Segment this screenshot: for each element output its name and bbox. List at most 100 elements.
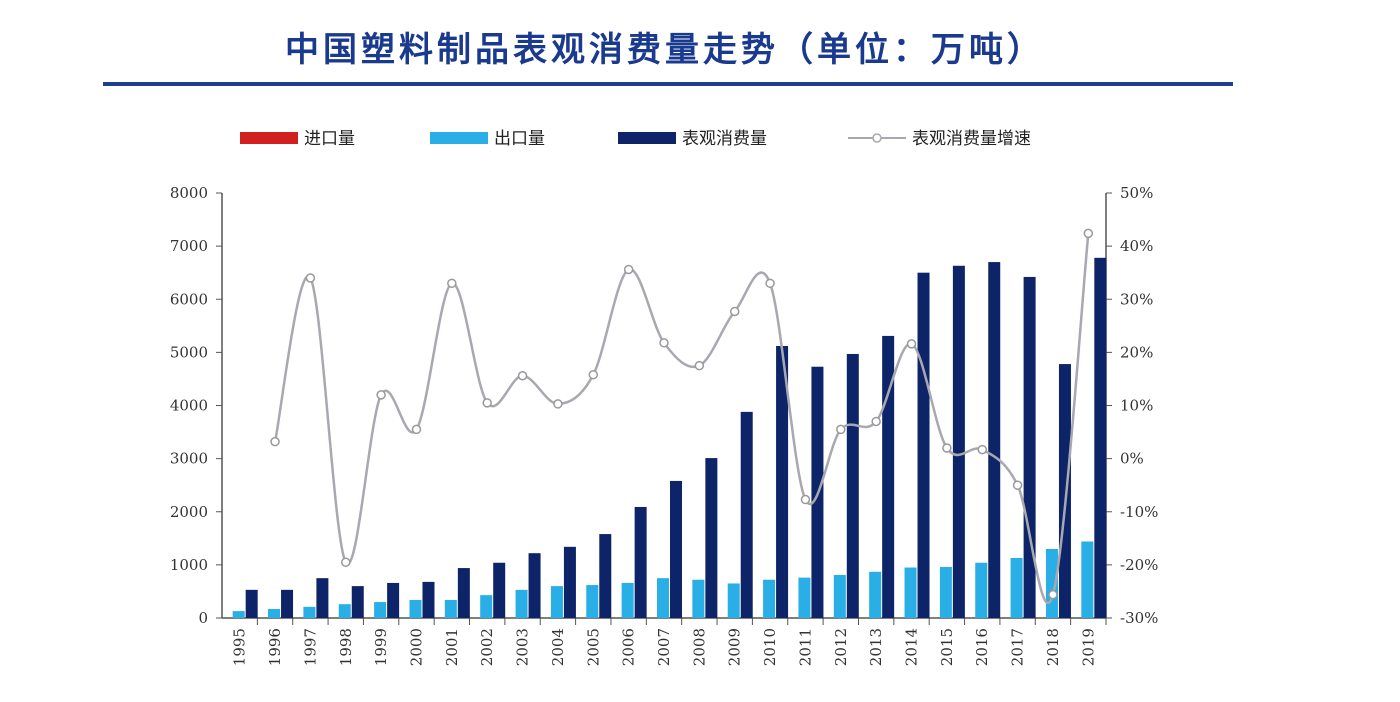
- y2-tick-label: -20%: [1120, 556, 1158, 574]
- bar-export-2017: [1010, 557, 1023, 618]
- growth-line: [273, 233, 1090, 605]
- y2-tick-label: -10%: [1120, 503, 1158, 521]
- x-tick-label: 1997: [301, 628, 319, 666]
- x-tick-label: 1998: [337, 628, 355, 666]
- growth-point-1999: [376, 390, 386, 400]
- legend-swatch-0: [240, 132, 298, 144]
- legend-swatch-1: [430, 132, 488, 144]
- x-tick-label: 2004: [549, 628, 567, 666]
- bar-export-1996: [268, 608, 281, 618]
- growth-point-2006: [623, 264, 634, 275]
- bar-consumption-2017: [1023, 276, 1036, 618]
- bar-export-2007: [657, 578, 669, 618]
- bar-consumption-1995: [245, 589, 258, 618]
- y-tick-label: 1000: [170, 556, 208, 574]
- x-tick-label: 2010: [761, 628, 779, 666]
- bar-export-1997: [303, 606, 316, 618]
- x-tick-label: 2018: [1044, 628, 1062, 666]
- growth-point-2014: [906, 339, 917, 349]
- growth-point-2012: [836, 424, 846, 435]
- legend-label-2: 表观消费量: [682, 129, 767, 149]
- growth-point-2015: [942, 443, 952, 453]
- bar-consumption-2003: [528, 553, 541, 618]
- y-tick-label: 5000: [170, 343, 208, 361]
- growth-point-2001: [447, 278, 457, 289]
- growth-point-2013: [871, 416, 881, 427]
- bar-consumption-2000: [422, 581, 435, 618]
- bar-export-2001: [444, 599, 457, 618]
- bar-consumption-2002: [493, 562, 506, 618]
- growth-point-2018: [1048, 589, 1058, 600]
- growth-point-2000: [411, 424, 422, 435]
- bar-export-2006: [621, 582, 634, 618]
- bar-consumption-1996: [281, 589, 294, 618]
- bar-consumption-1999: [387, 582, 400, 618]
- bar-consumption-2009: [740, 411, 753, 618]
- y-tick-label: 7000: [170, 237, 208, 255]
- x-tick-label: 2007: [655, 628, 673, 666]
- x-tick-label: 2000: [407, 628, 425, 666]
- bar-export-2003: [515, 589, 528, 618]
- bar-export-2005: [586, 585, 599, 618]
- bar-export-1999: [374, 602, 387, 618]
- bar-consumption-2001: [457, 568, 470, 618]
- chart-title: 中国塑料制品表观消费量走势（单位：万吨）: [285, 30, 1045, 70]
- x-tick-label: 1999: [372, 628, 390, 666]
- bar-consumption-2010: [776, 346, 789, 618]
- x-tick-label: 1995: [231, 628, 249, 666]
- bar-consumption-2016: [988, 262, 1001, 618]
- growth-point-2007: [659, 338, 669, 348]
- y2-tick-label: 40%: [1120, 237, 1153, 255]
- x-tick-label: 2013: [867, 628, 885, 666]
- legend-label-0: 进口量: [304, 129, 355, 149]
- growth-point-2010: [765, 278, 775, 289]
- x-tick-label: 2008: [690, 628, 708, 666]
- y2-tick-label: 0%: [1120, 450, 1144, 468]
- x-tick-label: 2016: [973, 628, 991, 666]
- legend-label-1: 出口量: [494, 129, 545, 149]
- growth-point-2016: [977, 444, 987, 455]
- title-divider: [103, 82, 1233, 86]
- x-tick-label: 2011: [796, 628, 814, 666]
- growth-point-1998: [341, 557, 351, 567]
- legend-marker: [872, 133, 882, 143]
- bar-consumption-2015: [952, 265, 965, 618]
- bar-export-2019: [1081, 541, 1094, 618]
- legend-label-3: 表观消费量增速: [912, 129, 1031, 149]
- x-tick-label: 2005: [584, 628, 602, 666]
- bar-export-2012: [833, 574, 846, 618]
- growth-point-2011: [800, 494, 811, 505]
- bar-export-1995: [232, 611, 245, 618]
- x-tick-label: 2009: [726, 628, 744, 666]
- x-tick-label: 2003: [514, 628, 532, 666]
- y2-tick-label: 30%: [1120, 290, 1153, 308]
- x-tick-label: 2019: [1079, 628, 1097, 666]
- y-tick-label: 0: [198, 609, 208, 627]
- bar-export-2011: [798, 577, 811, 618]
- bar-export-2016: [975, 562, 988, 618]
- growth-point-2019: [1083, 228, 1094, 239]
- bar-export-2015: [939, 567, 952, 618]
- growth-point-2008: [694, 360, 705, 371]
- x-tick-label: 2002: [478, 628, 496, 666]
- x-tick-label: 2015: [938, 628, 956, 666]
- bar-export-2018: [1045, 548, 1058, 618]
- x-tick-label: 2001: [443, 628, 461, 666]
- y-tick-label: 2000: [170, 503, 208, 521]
- bar-consumption-1997: [316, 578, 329, 618]
- x-tick-label: 2006: [620, 628, 638, 666]
- x-tick-label: 1996: [266, 628, 284, 666]
- bar-consumption-1998: [351, 586, 364, 618]
- y2-tick-label: -30%: [1120, 609, 1158, 627]
- growth-point-2004: [553, 399, 563, 409]
- bar-consumption-2014: [917, 272, 930, 618]
- y-tick-label: 8000: [170, 184, 208, 202]
- bar-export-1998: [338, 604, 351, 618]
- bar-export-2009: [727, 583, 740, 618]
- y2-tick-label: 20%: [1120, 343, 1153, 361]
- growth-point-2002: [482, 398, 492, 408]
- bar-consumption-2019: [1094, 257, 1107, 618]
- y2-tick-label: 50%: [1120, 184, 1153, 202]
